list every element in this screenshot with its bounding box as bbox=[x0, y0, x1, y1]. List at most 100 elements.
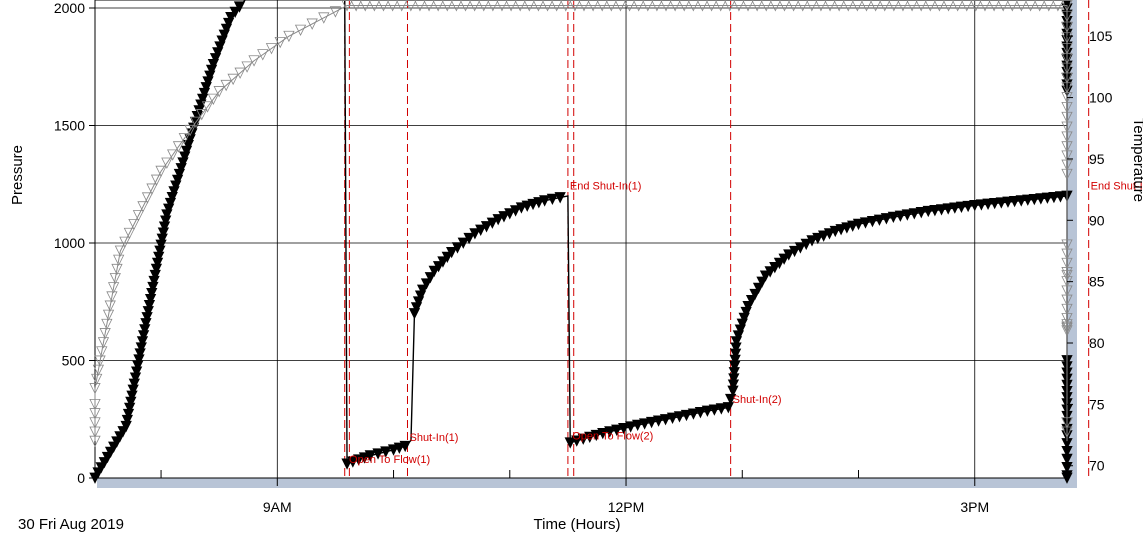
temperature-marker bbox=[167, 149, 179, 161]
x-tick-label: 12PM bbox=[608, 499, 645, 515]
y2-axis-label: Temperature bbox=[1130, 118, 1143, 202]
y2-tick-label: 95 bbox=[1089, 151, 1105, 167]
temperature-marker bbox=[705, 0, 718, 12]
temperature-marker bbox=[541, 0, 554, 12]
pressure-marker bbox=[894, 210, 907, 222]
temperature-marker bbox=[306, 18, 318, 30]
temperature-marker bbox=[970, 0, 982, 12]
temperature-marker bbox=[578, 0, 590, 12]
temperature-marker bbox=[184, 124, 196, 137]
temperature-marker bbox=[1061, 417, 1073, 429]
temperature-marker bbox=[532, 0, 545, 12]
temperature-marker bbox=[860, 0, 873, 12]
pressure-marker bbox=[372, 448, 384, 460]
pressure-marker bbox=[571, 435, 583, 447]
pressure-marker bbox=[486, 217, 498, 229]
pressure-marker bbox=[817, 230, 830, 242]
temperature-marker bbox=[906, 0, 918, 12]
temperature-marker bbox=[459, 0, 472, 12]
pressure-marker bbox=[590, 429, 602, 442]
pressure-marker bbox=[597, 427, 609, 440]
temperature-marker bbox=[1061, 168, 1073, 181]
temperature-marker bbox=[432, 0, 444, 12]
temperature-marker bbox=[94, 355, 106, 367]
pressure-marker bbox=[1061, 462, 1073, 474]
temperature-marker bbox=[806, 0, 818, 12]
pressure-marker bbox=[1041, 192, 1054, 204]
temperature-marker bbox=[815, 0, 827, 12]
temperature-marker bbox=[101, 318, 113, 331]
pressure-marker bbox=[446, 247, 458, 259]
temperature-marker bbox=[715, 0, 727, 12]
plot-area bbox=[94, 0, 1068, 479]
temperature-marker bbox=[350, 0, 362, 12]
temperature-marker bbox=[669, 0, 681, 12]
pressure-marker bbox=[708, 404, 721, 416]
temperature-marker bbox=[341, 0, 353, 12]
pressure-marker bbox=[1022, 194, 1034, 206]
y2-tick-label: 100 bbox=[1089, 90, 1113, 106]
pressure-marker bbox=[504, 208, 516, 220]
pressure-marker bbox=[645, 416, 658, 429]
temperature-marker bbox=[97, 337, 110, 349]
event-annotation: End Shut-In(2) bbox=[1091, 180, 1143, 192]
temperature-marker bbox=[109, 273, 121, 285]
pressure-marker bbox=[353, 454, 365, 466]
temperature-marker bbox=[396, 0, 408, 12]
pressure-marker bbox=[1035, 193, 1047, 205]
temperature-marker bbox=[751, 0, 763, 12]
pressure-marker bbox=[922, 205, 934, 218]
y-axis-label: Pressure bbox=[9, 145, 26, 205]
temperature-marker bbox=[742, 0, 754, 12]
temperature-marker bbox=[196, 109, 208, 121]
temperature-marker bbox=[274, 36, 286, 49]
temperature-marker bbox=[1061, 313, 1073, 325]
temperature-marker bbox=[99, 328, 111, 340]
pressure-marker bbox=[347, 456, 359, 468]
temperature-marker bbox=[614, 0, 627, 12]
pressure-marker bbox=[554, 192, 566, 204]
temperature-marker bbox=[294, 24, 307, 36]
temperature-marker bbox=[1061, 270, 1073, 282]
temperature-marker bbox=[265, 43, 278, 55]
event-annotation: Shut-In(1) bbox=[409, 432, 458, 444]
temperature-marker bbox=[1061, 426, 1073, 438]
pressure-marker bbox=[759, 270, 772, 282]
y2-tick-label: 75 bbox=[1089, 396, 1105, 412]
pressure-marker bbox=[873, 214, 886, 226]
pressure-marker bbox=[652, 415, 665, 427]
series-group bbox=[89, 0, 1073, 484]
temperature-marker bbox=[318, 12, 330, 24]
temperature-marker bbox=[329, 6, 342, 18]
temperature-marker bbox=[1061, 321, 1073, 333]
temperature-marker bbox=[1015, 0, 1028, 12]
pressure-marker bbox=[701, 405, 714, 417]
temperature-marker bbox=[414, 0, 426, 12]
temperature-marker bbox=[92, 364, 105, 376]
temperature-marker bbox=[172, 141, 185, 153]
temperature-marker bbox=[605, 0, 617, 12]
temperature-marker bbox=[888, 0, 900, 12]
temperature-marker bbox=[505, 0, 517, 12]
pressure-marker bbox=[866, 215, 879, 228]
temperature-marker bbox=[1061, 141, 1073, 153]
temperature-marker bbox=[560, 0, 572, 12]
temperature-marker bbox=[678, 0, 690, 12]
temperature-marker bbox=[1061, 121, 1073, 133]
temperature-marker bbox=[879, 0, 891, 12]
temperature-marker bbox=[1061, 72, 1073, 84]
plot-shadow-bottom bbox=[97, 478, 1077, 488]
pressure-marker bbox=[949, 202, 961, 214]
temperature-marker bbox=[1061, 131, 1073, 143]
temperature-marker bbox=[201, 101, 214, 113]
temperature-marker bbox=[1061, 62, 1073, 75]
temperature-marker bbox=[523, 0, 535, 12]
temperature-marker bbox=[468, 0, 481, 12]
pressure-marker bbox=[880, 213, 893, 225]
temperature-marker bbox=[128, 218, 140, 231]
pressure-marker bbox=[1054, 191, 1067, 203]
x-tick-label: 3PM bbox=[960, 499, 989, 515]
pressure-marker bbox=[915, 207, 927, 219]
pressure-marker bbox=[463, 232, 475, 245]
temperature-marker bbox=[91, 373, 103, 386]
